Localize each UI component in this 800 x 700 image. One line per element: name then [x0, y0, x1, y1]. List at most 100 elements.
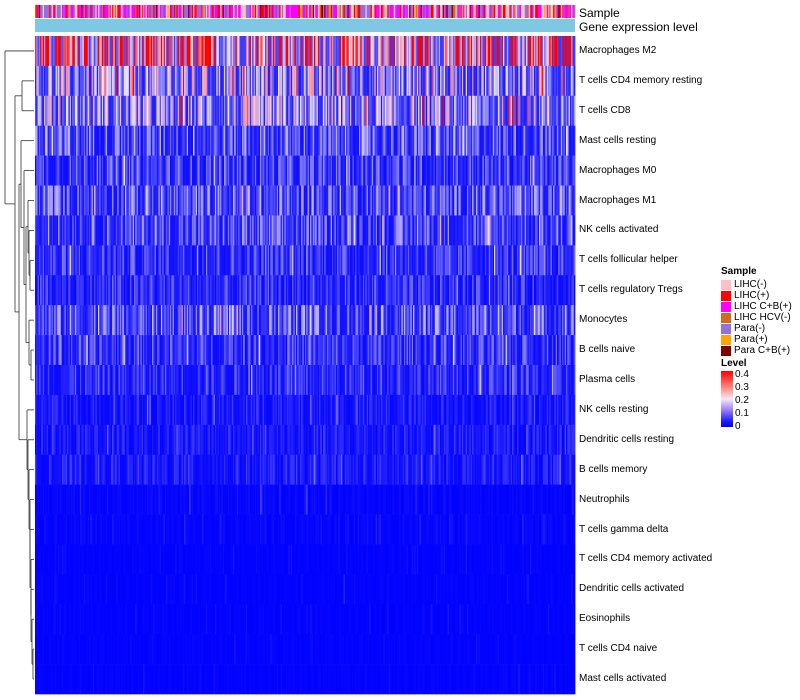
heatmap-cell — [242, 65, 244, 97]
heatmap-cell — [334, 275, 337, 306]
heatmap-cell — [347, 305, 350, 336]
heatmap-cell — [554, 65, 557, 97]
heatmap-cell — [303, 215, 306, 246]
heatmap-cell — [229, 125, 231, 156]
heatmap-cell — [238, 65, 240, 97]
heatmap-cell — [251, 36, 253, 67]
heatmap-cell — [269, 65, 271, 97]
heatmap-cell — [220, 125, 222, 156]
heatmap-cell — [121, 185, 123, 216]
heatmap-cell — [483, 305, 486, 336]
sample-annotation-cell — [550, 5, 553, 18]
heatmap-cell — [357, 305, 360, 336]
heatmap-cell — [338, 155, 341, 186]
heatmap-cell — [193, 335, 195, 366]
heatmap-cell — [432, 215, 434, 246]
heatmap-cell — [541, 155, 544, 186]
heatmap-cell — [35, 36, 37, 67]
heatmap-cell — [293, 335, 296, 366]
heatmap-cell — [179, 185, 181, 216]
heatmap-cell — [68, 125, 71, 156]
heatmap-cell — [389, 335, 392, 366]
heatmap-cell — [437, 185, 440, 216]
heatmap-cell — [532, 36, 535, 67]
heatmap-cell — [562, 245, 564, 276]
heatmap-cell — [566, 95, 568, 127]
heatmap-cell — [478, 335, 481, 366]
heatmap-cell — [220, 335, 222, 366]
heatmap-cell — [162, 215, 164, 246]
heatmap-cell — [217, 245, 220, 276]
heatmap-cell — [409, 125, 411, 156]
heatmap-cell — [203, 95, 206, 127]
heatmap-cell — [119, 95, 122, 127]
heatmap-cell — [440, 125, 442, 156]
heatmap-cell — [519, 185, 522, 216]
heatmap-cell — [253, 185, 256, 216]
heatmap-cell — [119, 245, 122, 276]
heatmap-cell — [222, 335, 225, 366]
sample-annotation-cell — [392, 5, 395, 18]
heatmap-cell — [289, 95, 292, 127]
sample-annotation-cell — [71, 5, 73, 18]
heatmap-cell — [213, 95, 216, 127]
sample-annotation-cell — [359, 5, 361, 18]
heatmap-cell — [324, 95, 326, 127]
heatmap-cell — [406, 275, 409, 306]
heatmap-cell — [352, 95, 355, 127]
heatmap-cell — [483, 185, 486, 216]
heatmap-cell — [233, 36, 235, 67]
heatmap-cell — [308, 335, 311, 366]
heatmap-cell — [225, 65, 227, 97]
heatmap-cell — [37, 155, 40, 186]
heatmap-cell — [546, 125, 549, 156]
heatmap-cell — [301, 305, 303, 336]
heatmap-cell — [485, 36, 487, 67]
heatmap-cell — [158, 275, 161, 306]
heatmap-cell — [398, 335, 401, 366]
heatmap-cell — [206, 65, 208, 97]
heatmap-cell — [414, 275, 416, 306]
heatmap-cell — [442, 275, 445, 306]
heatmap-cell — [351, 155, 353, 186]
heatmap-cell — [353, 125, 356, 156]
sample-annotation-cell — [377, 5, 379, 18]
heatmap-cell — [409, 245, 411, 276]
heatmap-cell — [149, 275, 152, 306]
heatmap-cell — [148, 215, 150, 246]
heatmap-cell — [573, 65, 576, 97]
heatmap-cell — [68, 335, 71, 366]
heatmap-cell — [411, 245, 414, 276]
heatmap-cell — [184, 215, 186, 246]
heatmap-cell — [252, 215, 254, 246]
heatmap-cell — [263, 245, 266, 276]
heatmap-cell — [92, 65, 95, 97]
heatmap-cell — [316, 185, 319, 216]
sample-annotation-cell — [364, 5, 366, 18]
heatmap-cell — [504, 185, 506, 216]
heatmap-cell — [222, 125, 225, 156]
heatmap-cell — [443, 335, 446, 366]
heatmap-cell — [467, 95, 469, 127]
heatmap-cell — [306, 95, 308, 127]
heatmap-cell — [154, 215, 157, 246]
heatmap-cell — [278, 335, 280, 366]
sample-annotation-cell — [297, 5, 299, 18]
sample-annotation-cell — [173, 5, 176, 18]
heatmap-cell — [149, 95, 152, 127]
sample-annotation-cell — [469, 5, 472, 18]
heatmap-cell — [177, 275, 180, 306]
heatmap-cell — [472, 245, 474, 276]
heatmap-cell — [242, 125, 244, 156]
heatmap-cell — [38, 125, 41, 156]
heatmap-cell — [557, 245, 559, 276]
heatmap-cell — [122, 95, 125, 127]
sample-annotation-cell — [374, 5, 377, 18]
heatmap-cell — [185, 125, 188, 156]
heatmap-cell — [441, 125, 443, 156]
sample-annotation-cell — [99, 5, 101, 18]
heatmap-cell — [112, 95, 114, 127]
heatmap-cell — [107, 125, 109, 156]
sample-annotation-cell — [339, 5, 342, 18]
heatmap-cell — [351, 185, 353, 216]
